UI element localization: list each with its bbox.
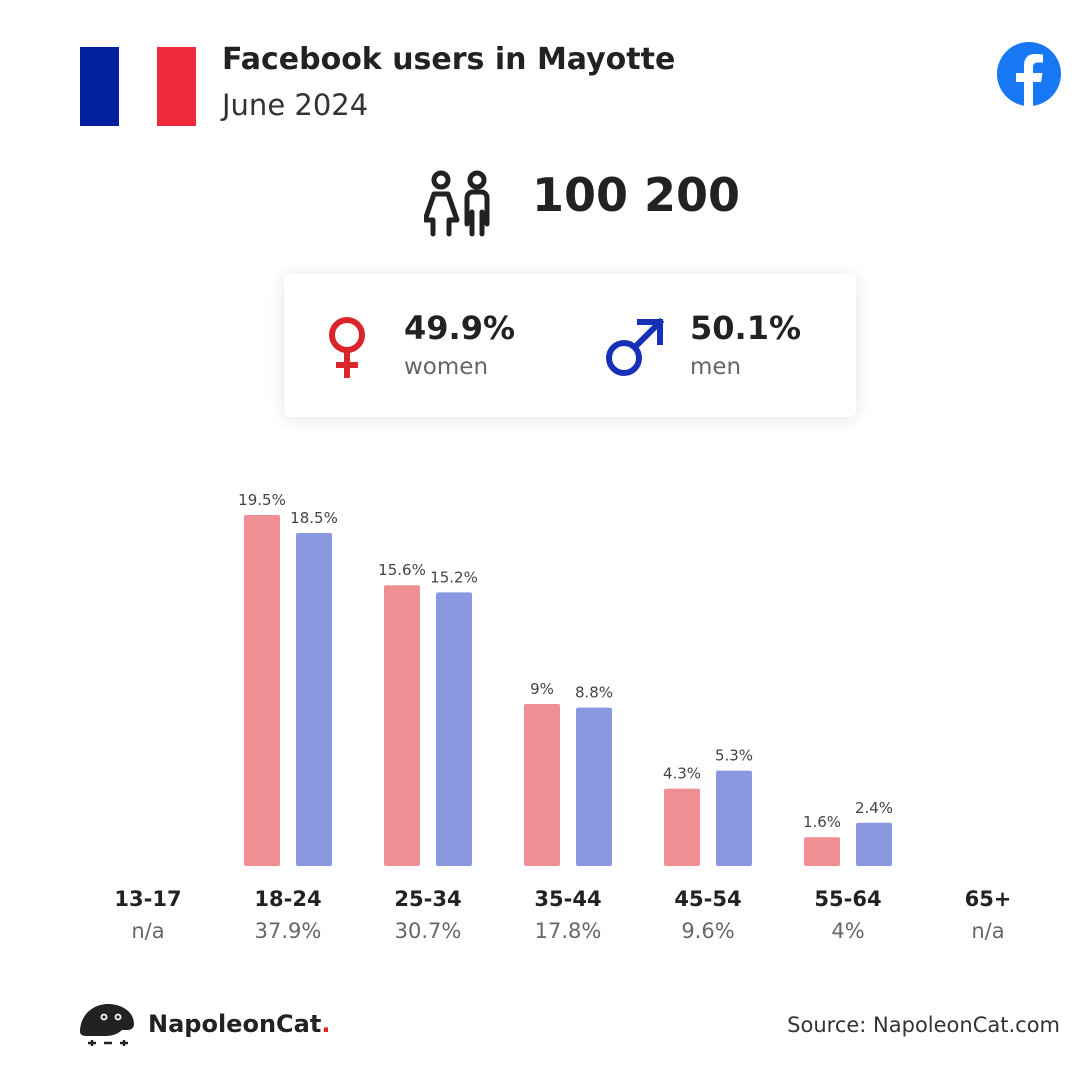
category-label-13-17: 13-17 xyxy=(114,887,181,911)
data-label-women-45-54: 4.3% xyxy=(663,765,701,783)
male-symbol-icon xyxy=(606,318,664,376)
people-icon xyxy=(424,170,490,237)
flag-stripe-red xyxy=(157,47,197,126)
data-label-men-35-44: 8.8% xyxy=(575,684,613,702)
category-total-18-24: 37.9% xyxy=(255,919,322,943)
data-label-women-25-34: 15.6% xyxy=(378,561,426,579)
bar-men-55-64 xyxy=(856,822,892,866)
category-label-45-54: 45-54 xyxy=(674,887,741,911)
data-label-men-45-54: 5.3% xyxy=(715,747,753,765)
female-symbol-icon xyxy=(329,317,365,378)
flag-stripe-blue xyxy=(80,47,119,126)
women-percent: 49.9% xyxy=(404,309,516,347)
category-total-13-17: n/a xyxy=(131,919,164,943)
bar-men-35-44 xyxy=(576,707,612,866)
flag-stripe-white xyxy=(118,47,158,126)
bar-men-18-24 xyxy=(296,533,332,866)
data-label-women-35-44: 9% xyxy=(530,680,554,698)
data-label-women-55-64: 1.6% xyxy=(803,813,841,831)
france-flag xyxy=(80,47,197,126)
data-label-men-25-34: 15.2% xyxy=(430,568,478,586)
category-label-25-34: 25-34 xyxy=(394,887,461,911)
gender-split-card: 49.9% women 50.1% men xyxy=(284,274,856,417)
category-label-18-24: 18-24 xyxy=(254,887,321,911)
page-title: Facebook users in Mayotte xyxy=(222,42,676,77)
napoleoncat-logo-icon xyxy=(80,1004,134,1046)
age-gender-bar-chart: 13-17 n/a 19.5%18.5% 18-24 37.9% 15.6% 15.2% 25… xyxy=(114,491,1012,943)
bar-men-45-54 xyxy=(716,770,752,866)
brand-name: NapoleonCat. xyxy=(148,1010,330,1038)
bar-women-35-44 xyxy=(524,704,560,866)
data-label-men-18-24: 18.5% xyxy=(290,509,338,527)
category-label-55-64: 55-64 xyxy=(814,887,881,911)
women-label: women xyxy=(404,354,489,380)
category-total-25-34: 30.7% xyxy=(395,919,462,943)
category-total-35-44: 17.8% xyxy=(535,919,602,943)
category-total-65+: n/a xyxy=(971,919,1004,943)
bar-women-55-64 xyxy=(804,837,840,866)
source-credit: Source: NapoleonCat.com xyxy=(787,1013,1060,1037)
facebook-logo-icon xyxy=(997,42,1061,106)
bar-men-25-34 xyxy=(436,592,472,866)
category-label-35-44: 35-44 xyxy=(534,887,601,911)
brand-name-text: NapoleonCat xyxy=(148,1010,322,1038)
men-percent: 50.1% xyxy=(690,309,802,347)
bar-women-18-24 xyxy=(244,515,280,866)
category-label-65+: 65+ xyxy=(965,887,1012,911)
data-label-men-55-64: 2.4% xyxy=(855,799,893,817)
category-total-45-54: 9.6% xyxy=(681,919,734,943)
category-total-55-64: 4% xyxy=(831,919,864,943)
bar-women-25-34 xyxy=(384,585,420,866)
brand-name-dot: . xyxy=(321,1010,331,1038)
men-label: men xyxy=(690,354,742,380)
data-label-women-18-24: 19.5% xyxy=(238,491,286,509)
page-subtitle: June 2024 xyxy=(222,88,369,122)
bar-women-45-54 xyxy=(664,788,700,866)
total-users-value: 100 200 xyxy=(532,168,741,222)
